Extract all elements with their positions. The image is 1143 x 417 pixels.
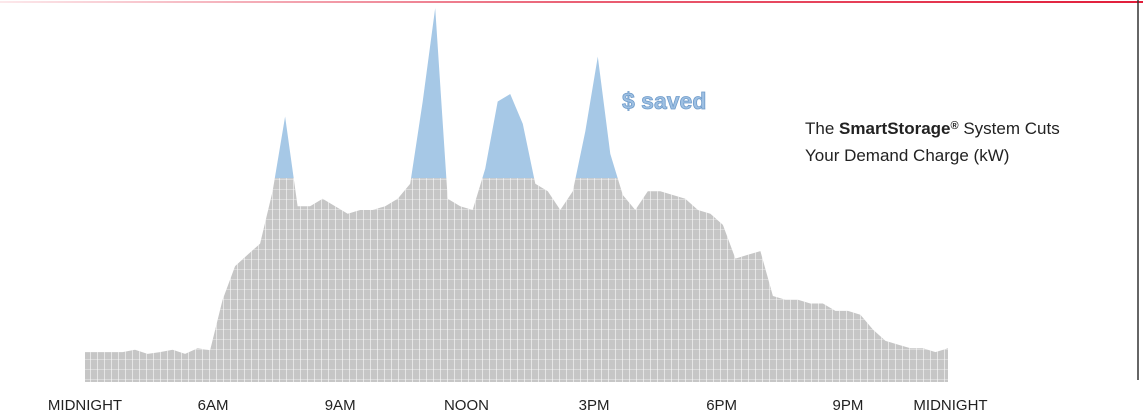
x-tick-label: MIDNIGHT [913, 397, 987, 414]
annotation: $ saved [622, 88, 706, 114]
area-grid [85, 178, 948, 382]
x-tick-label: MIDNIGHT [48, 397, 122, 414]
title: The SmartStorage® System Cuts Your Demand… [805, 119, 1060, 165]
top-rule [0, 1, 1143, 3]
title-part: System Cuts [959, 119, 1060, 138]
title-part: Your Demand Charge (kW) [805, 146, 1009, 165]
x-tick-label: 9PM [833, 397, 864, 414]
x-tick-label: 9AM [325, 397, 356, 414]
plot [40, 8, 1138, 382]
x-tick-label: 6AM [198, 397, 229, 414]
x-tick-label: 6PM [706, 397, 737, 414]
title-part: ® [951, 120, 959, 132]
x-tick-label: NOON [444, 397, 489, 414]
title-part: The [805, 119, 839, 138]
area-peaks [274, 8, 618, 179]
title-part: SmartStorage [839, 119, 950, 138]
x-tick-label: 3PM [579, 397, 610, 414]
